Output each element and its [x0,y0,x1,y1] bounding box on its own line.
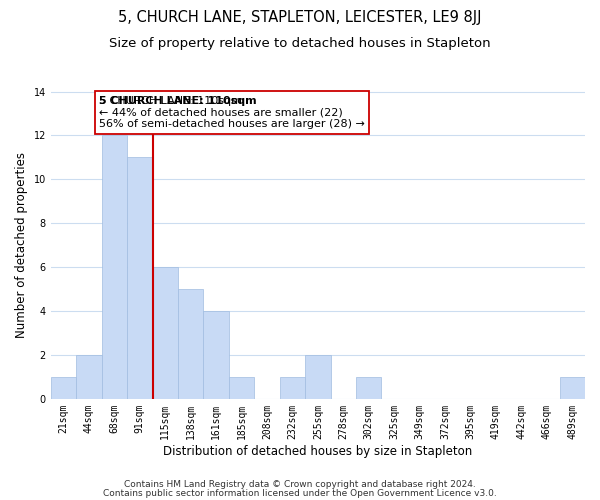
Bar [560,377,585,399]
Bar [152,267,178,399]
Bar [101,136,127,399]
Bar [76,355,101,399]
Text: Contains public sector information licensed under the Open Government Licence v3: Contains public sector information licen… [103,488,497,498]
Bar [127,158,152,399]
X-axis label: Distribution of detached houses by size in Stapleton: Distribution of detached houses by size … [163,444,473,458]
Text: Contains HM Land Registry data © Crown copyright and database right 2024.: Contains HM Land Registry data © Crown c… [124,480,476,489]
Bar [305,355,331,399]
Bar [203,311,229,399]
Y-axis label: Number of detached properties: Number of detached properties [15,152,28,338]
Text: 5, CHURCH LANE, STAPLETON, LEICESTER, LE9 8JJ: 5, CHURCH LANE, STAPLETON, LEICESTER, LE… [118,10,482,25]
Bar [178,289,203,399]
Bar [51,377,76,399]
Bar [229,377,254,399]
Text: 5 CHURCH LANE: 110sqm
← 44% of detached houses are smaller (22)
56% of semi-deta: 5 CHURCH LANE: 110sqm ← 44% of detached … [99,96,365,129]
Bar [356,377,382,399]
Bar [280,377,305,399]
Text: 5 CHURCH LANE: 110sqm: 5 CHURCH LANE: 110sqm [99,96,257,106]
Text: Size of property relative to detached houses in Stapleton: Size of property relative to detached ho… [109,38,491,51]
